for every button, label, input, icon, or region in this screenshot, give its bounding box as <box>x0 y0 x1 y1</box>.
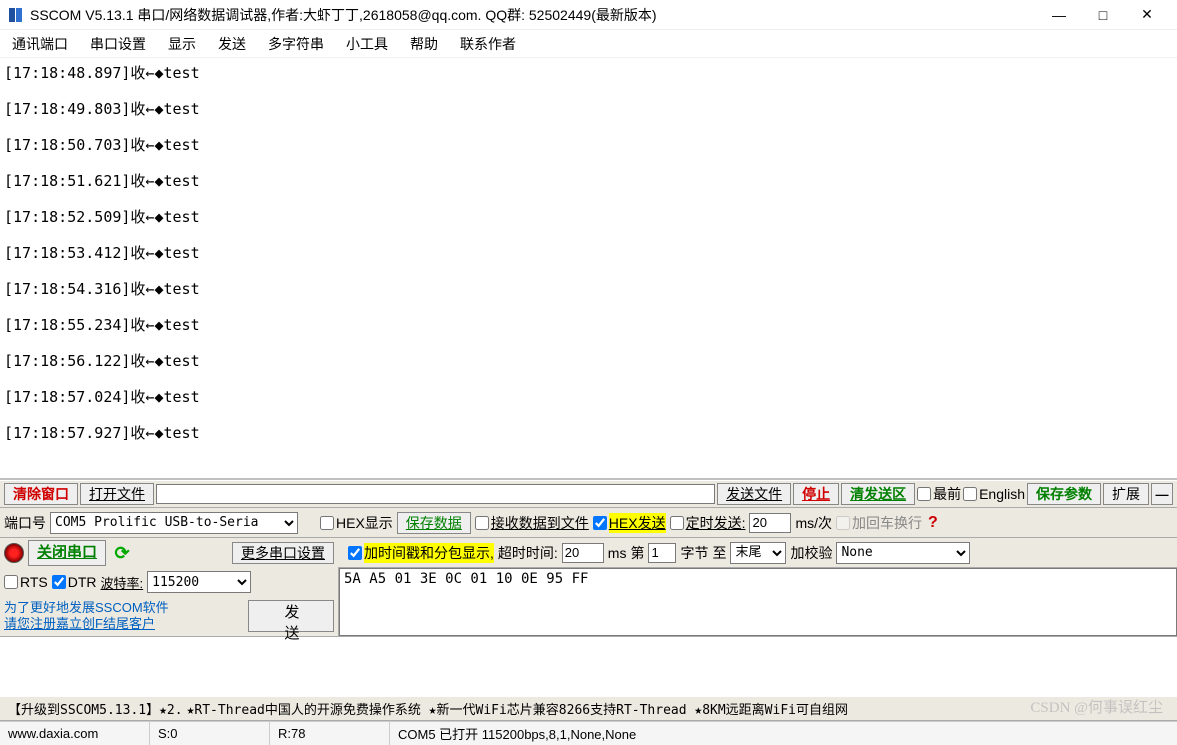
byte-input[interactable] <box>648 543 676 563</box>
help-icon[interactable]: ? <box>928 514 938 532</box>
topmost-checkbox[interactable]: 最前 <box>917 484 961 504</box>
expand-button[interactable]: 扩展 <box>1103 483 1149 505</box>
baud-label: 波特率: <box>101 573 144 592</box>
flow-control-row: RTS DTR 波特率: 115200 <box>0 568 338 596</box>
right-column <box>338 568 1177 636</box>
status-port: COM5 已打开 115200bps,8,1,None,None <box>390 722 1177 745</box>
partner-links[interactable]: ★RT-Thread中国人的开源免费操作系统 ★新一代WiFi芯片兼容8266支… <box>187 699 848 718</box>
log-line: [17:18:49.803]收←◆test <box>4 100 1173 118</box>
log-line: [17:18:57.927]收←◆test <box>4 424 1173 442</box>
hex-show-checkbox[interactable]: HEX显示 <box>320 513 393 533</box>
toolbar-1: 清除窗口 打开文件 发送文件 停止 清发送区 最前 English 保存参数 扩… <box>0 480 1177 508</box>
menu-serial-settings[interactable]: 串口设置 <box>90 34 146 54</box>
di-label: 第 <box>630 543 644 563</box>
record-icon <box>4 543 24 563</box>
log-line: [17:18:57.024]收←◆test <box>4 388 1173 406</box>
close-port-button[interactable]: 关闭串口 <box>28 540 106 566</box>
open-file-button[interactable]: 打开文件 <box>80 483 154 505</box>
promo-text: 为了更好地发展SSCOM软件 请您注册嘉立创F结尾客户 <box>4 600 169 632</box>
checksum-select[interactable]: None <box>836 542 970 564</box>
window-title: SSCOM V5.13.1 串口/网络数据调试器,作者:大虾丁丁,2618058… <box>30 5 1037 25</box>
port-label: 端口号 <box>4 513 46 533</box>
byte-label: 字节 <box>680 543 708 563</box>
minimize-button[interactable]: — <box>1037 1 1081 29</box>
interval-unit: ms/次 <box>795 513 832 533</box>
menu-tools[interactable]: 小工具 <box>346 34 388 54</box>
stop-button[interactable]: 停止 <box>793 483 839 505</box>
menu-contact[interactable]: 联系作者 <box>460 34 516 54</box>
more-settings-button[interactable]: 更多串口设置 <box>232 542 334 564</box>
recv-to-file-checkbox[interactable]: 接收数据到文件 <box>475 513 589 533</box>
interval-input[interactable] <box>749 513 791 533</box>
crlf-checkbox[interactable]: 加回车换行 <box>836 513 922 533</box>
save-params-button[interactable]: 保存参数 <box>1027 483 1101 505</box>
left-column: 关闭串口 ⟳ 更多串口设置 RTS DTR 波特率: 115200 为了更好地发… <box>0 568 338 636</box>
log-line: [17:18:56.122]收←◆test <box>4 352 1173 370</box>
timeout-label: 超时时间: <box>498 543 558 563</box>
timeout-input[interactable] <box>562 543 604 563</box>
status-recv: R:78 <box>270 722 390 745</box>
port-control-row: 关闭串口 ⟳ 更多串口设置 <box>0 538 338 568</box>
statusbar: www.daxia.com S:0 R:78 COM5 已打开 115200bp… <box>0 721 1177 745</box>
lower-panel: 关闭串口 ⟳ 更多串口设置 RTS DTR 波特率: 115200 为了更好地发… <box>0 568 1177 637</box>
clear-window-button[interactable]: 清除窗口 <box>4 483 78 505</box>
menu-help[interactable]: 帮助 <box>410 34 438 54</box>
toolbar-2: 端口号 COM5 Prolific USB-to-Seria HEX显示 保存数… <box>0 508 1177 538</box>
hex-send-checkbox[interactable]: HEX发送 <box>593 513 666 533</box>
save-data-button[interactable]: 保存数据 <box>397 512 471 534</box>
menu-send[interactable]: 发送 <box>218 34 246 54</box>
log-line: [17:18:55.234]收←◆test <box>4 316 1173 334</box>
rts-checkbox[interactable]: RTS <box>4 574 48 590</box>
collapse-button[interactable]: — <box>1151 483 1173 505</box>
clear-send-button[interactable]: 清发送区 <box>841 483 915 505</box>
terminal-output[interactable]: [17:18:48.897]收←◆test [17:18:49.803]收←◆te… <box>0 58 1177 480</box>
port-select[interactable]: COM5 Prolific USB-to-Seria <box>50 512 298 534</box>
log-line: [17:18:54.316]收←◆test <box>4 280 1173 298</box>
menu-comm-port[interactable]: 通讯端口 <box>12 34 68 54</box>
watermark: CSDN @何事误红尘 <box>1030 696 1163 717</box>
titlebar: SSCOM V5.13.1 串口/网络数据调试器,作者:大虾丁丁,2618058… <box>0 0 1177 30</box>
maximize-button[interactable]: □ <box>1081 1 1125 29</box>
status-url[interactable]: www.daxia.com <box>0 722 150 745</box>
log-line: [17:18:51.621]收←◆test <box>4 172 1173 190</box>
timed-send-checkbox[interactable]: 定时发送: <box>670 513 746 533</box>
log-line: [17:18:48.897]收←◆test <box>4 64 1173 82</box>
baud-select[interactable]: 115200 <box>147 571 251 593</box>
status-sent: S:0 <box>150 722 270 745</box>
reload-icon[interactable]: ⟳ <box>110 543 134 564</box>
ms-label: ms <box>608 545 627 561</box>
tail-select[interactable]: 末尾 <box>730 542 786 564</box>
english-checkbox[interactable]: English <box>963 486 1025 502</box>
send-button[interactable]: 发 送 <box>248 600 334 632</box>
log-line: [17:18:52.509]收←◆test <box>4 208 1173 226</box>
zhi-label: 至 <box>712 543 726 563</box>
app-icon <box>8 7 24 23</box>
close-button[interactable]: ✕ <box>1125 1 1169 29</box>
menu-display[interactable]: 显示 <box>168 34 196 54</box>
timestamp-checkbox[interactable]: 加时间戳和分包显示, <box>348 543 494 563</box>
log-line: [17:18:53.412]收←◆test <box>4 244 1173 262</box>
log-line: [17:18:50.703]收←◆test <box>4 136 1173 154</box>
file-path-input[interactable] <box>156 484 715 504</box>
upgrade-link[interactable]: 【升级到SSCOM5.13.1】★2. <box>8 699 183 718</box>
send-file-button[interactable]: 发送文件 <box>717 483 791 505</box>
dtr-checkbox[interactable]: DTR <box>52 574 97 590</box>
checksum-label: 加校验 <box>790 543 832 563</box>
menubar: 通讯端口 串口设置 显示 发送 多字符串 小工具 帮助 联系作者 <box>0 30 1177 58</box>
send-textarea[interactable] <box>339 568 1177 636</box>
promo-row: 为了更好地发展SSCOM软件 请您注册嘉立创F结尾客户 发 送 <box>0 596 338 636</box>
ad-bar: 【升级到SSCOM5.13.1】★2. ★RT-Thread中国人的开源免费操作… <box>0 697 1177 721</box>
menu-multistring[interactable]: 多字符串 <box>268 34 324 54</box>
